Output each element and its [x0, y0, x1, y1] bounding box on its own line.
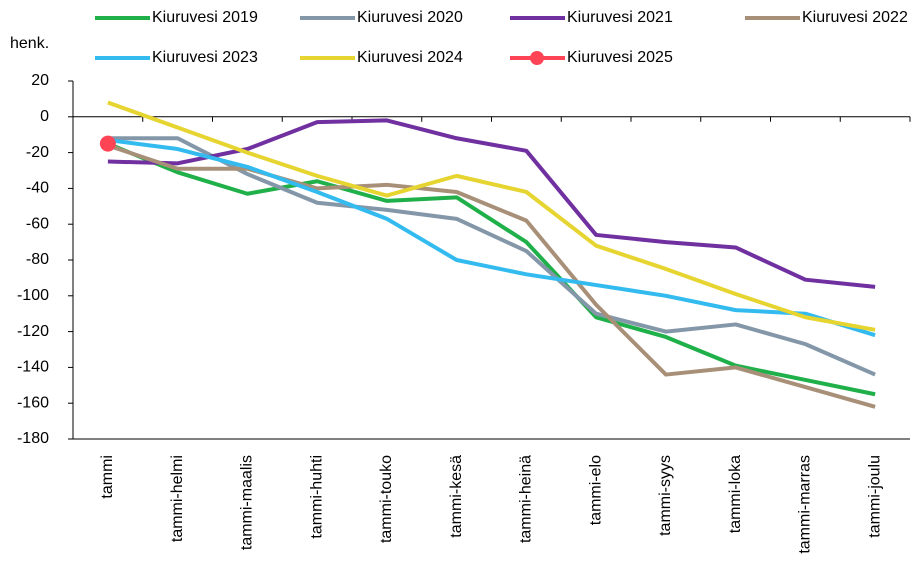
legend-label: Kiuruvesi 2021: [567, 9, 673, 26]
x-tick-label: tammi-heinä: [518, 455, 535, 543]
y-tick-label: -40: [26, 180, 49, 197]
legend-label: Kiuruvesi 2023: [152, 49, 258, 66]
series-line: [107, 136, 876, 377]
x-tick-label: tammi-touko: [378, 455, 395, 543]
y-tick-label: -160: [17, 394, 49, 411]
legend-label: Kiuruvesi 2024: [357, 49, 463, 66]
x-tick-label: tammi-loka: [727, 455, 744, 533]
x-tick-label: tammi-marras: [797, 455, 814, 554]
x-tick-label: tammi-kesä: [448, 455, 465, 538]
y-tick-label: -80: [26, 251, 49, 268]
y-tick-label: 0: [40, 108, 49, 125]
y-tick-label: -20: [26, 144, 49, 161]
series-line: [107, 143, 876, 409]
legend-marker: [530, 51, 544, 65]
series-line: [107, 118, 876, 289]
y-tick-label: -60: [26, 215, 49, 232]
y-tick-label: -100: [17, 287, 49, 304]
x-tick-label: tammi-helmi: [169, 455, 186, 542]
y-tick-label: 20: [31, 72, 49, 89]
x-tick-label: tammi-joulu: [866, 455, 883, 538]
legend-label: Kiuruvesi 2020: [357, 9, 463, 26]
legend-label: Kiuruvesi 2025: [567, 49, 673, 66]
series-line: [107, 138, 876, 338]
y-tick-label: -140: [17, 359, 49, 376]
series-marker: [99, 135, 116, 152]
y-tick-label: -180: [17, 430, 49, 447]
series-line: [107, 141, 876, 397]
x-tick-label: tammi: [99, 455, 116, 499]
x-tick-label: tammi-maalis: [239, 455, 256, 550]
legend-label: Kiuruvesi 2019: [152, 9, 258, 26]
legend-label: Kiuruvesi 2022: [802, 9, 908, 26]
x-tick-label: tammi-syys: [657, 455, 674, 536]
x-tick-label: tammi-huhti: [308, 455, 325, 539]
y-tick-label: -120: [17, 323, 49, 340]
series-line: [107, 100, 876, 332]
y-unit: henk.: [10, 35, 49, 52]
x-tick-label: tammi-elo: [587, 455, 604, 525]
